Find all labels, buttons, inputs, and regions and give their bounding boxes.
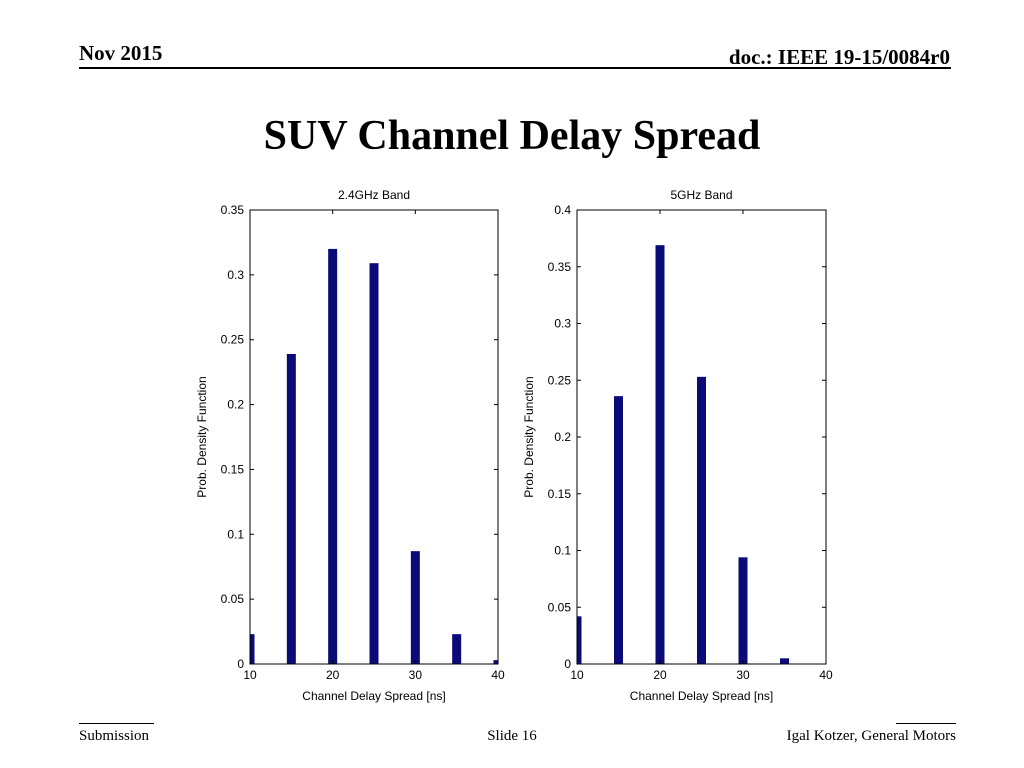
footer-slide-number: Slide 16: [487, 728, 537, 744]
y-tick-label: 0: [564, 657, 571, 671]
x-tick-label: 20: [653, 668, 667, 682]
x-axis-label: Channel Delay Spread [ns]: [630, 689, 773, 703]
y-tick-label: 0.1: [227, 527, 244, 541]
y-tick-label: 0.05: [221, 592, 245, 606]
x-tick-label: 40: [491, 668, 505, 682]
y-tick-label: 0.4: [554, 203, 571, 217]
bar: [286, 353, 296, 664]
bar: [614, 396, 623, 664]
footer-author: Igal Kotzer, General Motors: [786, 728, 956, 744]
x-tick-label: 30: [409, 668, 423, 682]
header-doc-id: doc.: IEEE 19-15/0084r0: [728, 45, 950, 69]
y-tick-label: 0.35: [548, 260, 572, 274]
slide-title: SUV Channel Delay Spread: [263, 113, 761, 159]
x-tick-label: 40: [819, 668, 833, 682]
bar: [577, 616, 582, 664]
bar: [410, 551, 420, 664]
bar: [250, 634, 255, 664]
bar: [369, 263, 379, 664]
y-tick-label: 0.2: [227, 398, 244, 412]
bar: [328, 248, 338, 664]
footer-submission: Submission: [79, 728, 150, 744]
x-axis-label: Channel Delay Spread [ns]: [302, 689, 445, 703]
header-divider: [79, 67, 951, 69]
chart-2: 0 0.05 0.1 0.15 0.2 0.25 0.3 0.35 0.4 10 20 30 40 5GH…: [522, 188, 833, 703]
bar: [780, 658, 789, 664]
chart-title: 2.4GHz Band: [338, 188, 410, 202]
y-tick-label: 0.1: [554, 544, 571, 558]
header-date: Nov 2015: [79, 41, 163, 65]
x-tick-label: 10: [570, 668, 584, 682]
x-tick-label: 10: [243, 668, 257, 682]
bar: [655, 245, 665, 664]
y-tick-label: 0.15: [221, 462, 245, 476]
bar: [493, 660, 498, 664]
y-tick-label: 0.25: [548, 373, 572, 387]
y-tick-label: 0.15: [548, 487, 572, 501]
x-tick-label: 20: [326, 668, 340, 682]
y-tick-label: 0.35: [221, 203, 245, 217]
y-tick-label: 0.3: [554, 317, 571, 331]
y-tick-label: 0.3: [227, 268, 244, 282]
chart-1: 0 0.05 0.1 0.15 0.2 0.25 0.3 0.35 10 20 30 40 2.4GHz…: [195, 188, 505, 703]
footer-divider-right: [896, 723, 956, 724]
plot-frame: [249, 209, 499, 665]
bar: [738, 557, 748, 664]
bar: [452, 634, 462, 664]
y-tick-label: 0: [237, 657, 244, 671]
y-axis-label: Prob. Density Function: [522, 376, 536, 497]
y-tick-label: 0.2: [554, 430, 571, 444]
y-axis-label: Prob. Density Function: [195, 376, 209, 497]
bar: [697, 376, 706, 664]
x-tick-label: 30: [736, 668, 750, 682]
y-tick-label: 0.25: [221, 333, 245, 347]
chart-title: 5GHz Band: [670, 188, 732, 202]
footer-divider-left: [79, 723, 154, 724]
y-tick-label: 0.05: [548, 600, 572, 614]
